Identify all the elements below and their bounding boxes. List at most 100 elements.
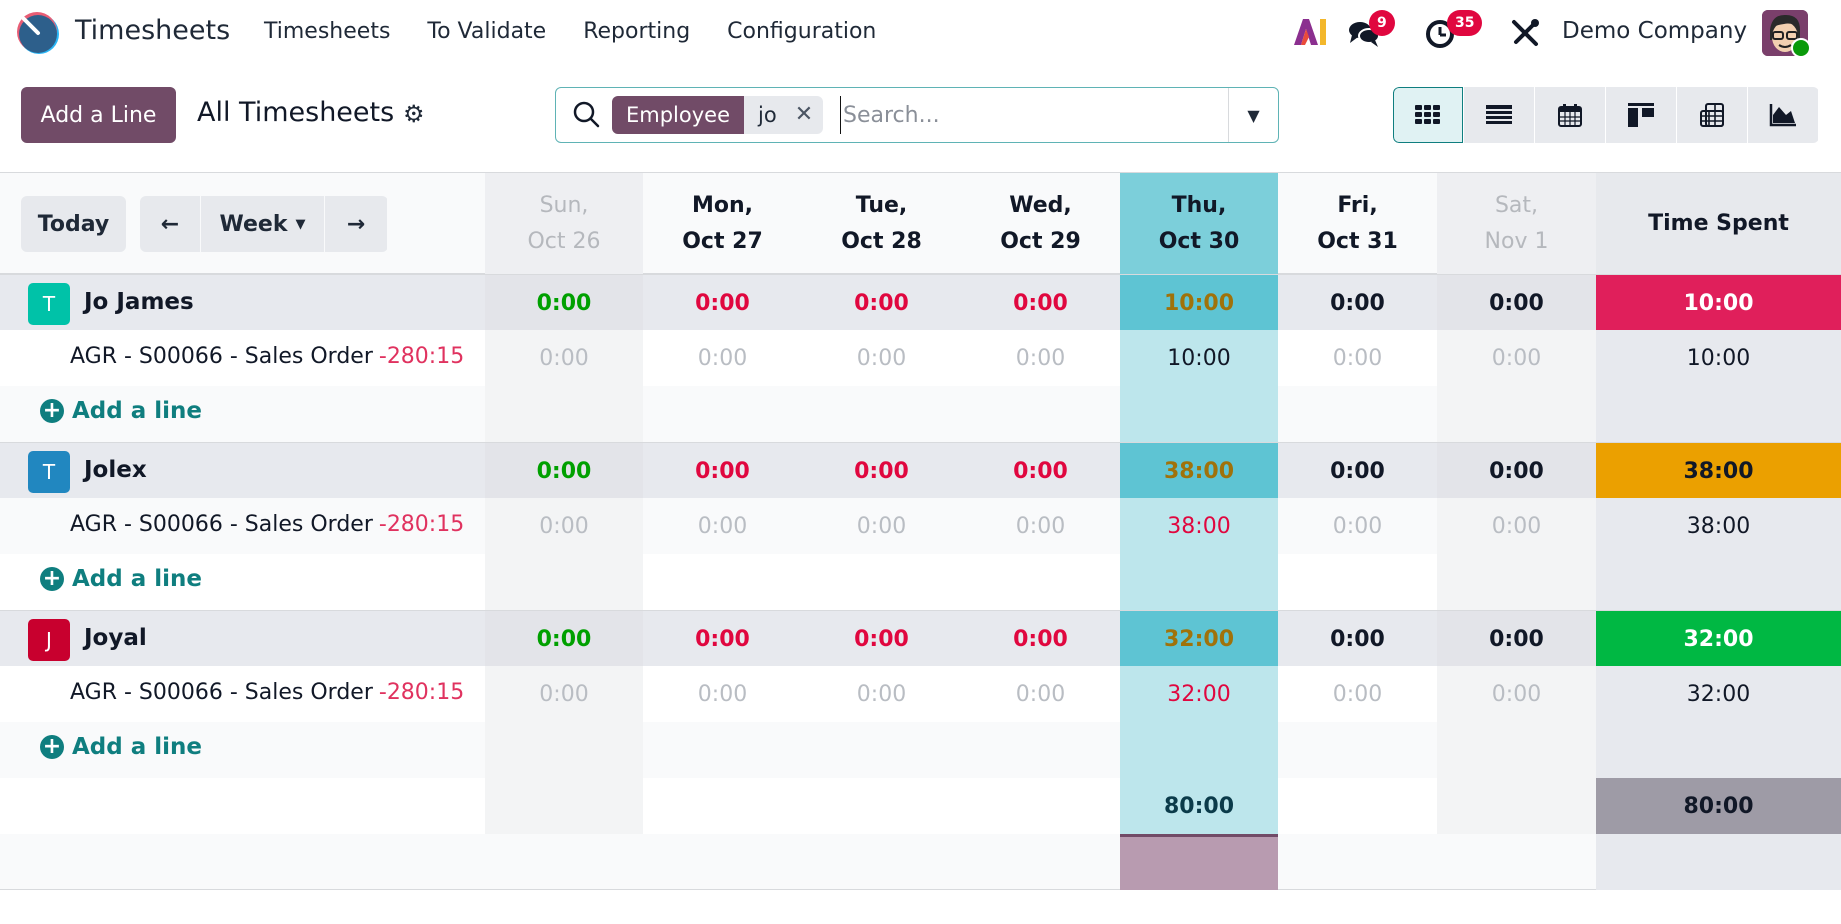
search-icon[interactable] — [572, 100, 602, 130]
employee-name[interactable]: Joyal — [84, 625, 147, 651]
menu-to-validate[interactable]: To Validate — [427, 19, 547, 44]
grid-header: Today ← Week ▼ → Sun, Oct 26 Mon, Oct 27 Tu… — [0, 172, 1841, 274]
day-label: Wed, — [1009, 192, 1072, 218]
group-total-thu: 32:00 — [1120, 611, 1278, 667]
app-name[interactable]: Timesheets — [75, 15, 231, 46]
column-header-sat: Sat, Nov 1 — [1437, 173, 1596, 274]
column-header-thu: Thu, Oct 30 — [1120, 173, 1278, 274]
remaining-hours: -280:15 — [378, 680, 465, 705]
search-input[interactable] — [840, 96, 1220, 134]
group-total-mon: 0:00 — [643, 611, 802, 667]
timesheet-line-row: AGR - S00066 - Sales Order -280:15 0:00 0:0… — [0, 498, 1841, 554]
time-cell-thu[interactable]: 38:00 — [1120, 498, 1278, 554]
search-options-toggle[interactable]: ▼ — [1228, 88, 1278, 142]
employee-name[interactable]: Jolex — [84, 457, 147, 483]
time-cell-sun[interactable]: 0:00 — [485, 330, 643, 386]
time-cell-fri[interactable]: 0:00 — [1332, 345, 1383, 371]
menu-timesheets[interactable]: Timesheets — [264, 19, 391, 44]
time-cell-mon[interactable]: 0:00 — [697, 513, 748, 539]
view-grid-button[interactable] — [1393, 87, 1463, 143]
gear-icon[interactable]: ⚙ — [403, 100, 425, 128]
employee-name[interactable]: Jo James — [84, 289, 194, 315]
task-label[interactable]: AGR - S00066 - Sales Order — [70, 344, 373, 369]
search-facet-employee: Employee jo ✕ — [612, 96, 824, 134]
add-a-line-link[interactable]: + Add a line — [40, 398, 202, 424]
add-line-row: + Add a line — [0, 386, 1841, 442]
time-cell-fri[interactable]: 0:00 — [1332, 681, 1383, 707]
date-label: Oct 31 — [1317, 228, 1398, 254]
today-button[interactable]: Today — [21, 196, 126, 252]
time-cell-sat[interactable]: 0:00 — [1437, 498, 1596, 554]
group-total-tue: 0:00 — [802, 611, 961, 667]
view-kanban-button[interactable] — [1606, 87, 1676, 143]
time-cell-thu[interactable]: 10:00 — [1120, 330, 1278, 386]
plus-circle-icon: + — [40, 735, 64, 759]
group-total-wed: 0:00 — [961, 443, 1120, 499]
time-cell-tue[interactable]: 0:00 — [856, 681, 907, 707]
date-label: Oct 26 — [527, 228, 601, 254]
group-total-sat: 0:00 — [1437, 275, 1596, 331]
add-a-line-link[interactable]: + Add a line — [40, 566, 202, 592]
date-label: Nov 1 — [1484, 228, 1549, 254]
add-a-line-label: Add a line — [72, 566, 203, 592]
time-cell-mon[interactable]: 0:00 — [697, 345, 748, 371]
tools-icon[interactable] — [1508, 16, 1542, 50]
empty-cell — [1120, 554, 1278, 610]
column-header-time-spent: Time Spent — [1596, 173, 1841, 274]
view-graph-button[interactable] — [1748, 87, 1818, 143]
group-total-sun: 0:00 — [485, 611, 643, 667]
top-navbar: Timesheets Timesheets To Validate Report… — [0, 0, 1841, 64]
previous-button[interactable]: ← — [140, 196, 200, 252]
grid-view-icon — [1415, 105, 1440, 124]
time-cell-thu[interactable]: 32:00 — [1120, 666, 1278, 722]
time-cell-mon[interactable]: 0:00 — [697, 681, 748, 707]
menu-reporting[interactable]: Reporting — [583, 19, 691, 44]
time-cell-sat[interactable]: 0:00 — [1437, 330, 1596, 386]
empty-cell — [1120, 386, 1278, 442]
date-label: Oct 29 — [1000, 228, 1081, 254]
grand-total: 80:00 — [1596, 778, 1841, 834]
time-cell-sun[interactable]: 0:00 — [485, 498, 643, 554]
menu-configuration[interactable]: Configuration — [727, 19, 877, 44]
task-label[interactable]: AGR - S00066 - Sales Order — [70, 680, 373, 705]
empty-cell — [485, 722, 643, 778]
add-line-row: + Add a line — [0, 554, 1841, 610]
time-cell-wed[interactable]: 0:00 — [1015, 345, 1066, 371]
remaining-hours: -280:15 — [378, 512, 465, 537]
timesheets-logo-icon[interactable] — [16, 11, 60, 55]
time-cell-sun[interactable]: 0:00 — [485, 666, 643, 722]
pivot-view-icon — [1700, 103, 1724, 127]
task-label[interactable]: AGR - S00066 - Sales Order — [70, 512, 373, 537]
empty-cell — [1437, 778, 1596, 834]
next-button[interactable]: → — [325, 196, 387, 252]
add-line-row: + Add a line — [0, 722, 1841, 778]
group-total-wed: 0:00 — [961, 611, 1120, 667]
employee-avatar: T — [28, 451, 70, 493]
employee-group-row: J Joyal 0:00 0:00 0:00 0:00 32:00 0:00 0:00 32:00 — [0, 610, 1841, 667]
range-dropdown[interactable]: Week ▼ — [201, 196, 324, 252]
time-cell-tue[interactable]: 0:00 — [856, 513, 907, 539]
company-switcher[interactable]: Demo Company — [1562, 18, 1748, 44]
time-cell-fri[interactable]: 0:00 — [1332, 513, 1383, 539]
date-label: Oct 27 — [682, 228, 763, 254]
daily-overtime-bar-row — [0, 834, 1841, 890]
time-cell-wed[interactable]: 0:00 — [1015, 681, 1066, 707]
line-total-time-spent: 32:00 — [1596, 666, 1841, 722]
group-total-wed: 0:00 — [961, 275, 1120, 331]
add-a-line-label: Add a line — [72, 734, 203, 760]
time-cell-wed[interactable]: 0:00 — [1015, 513, 1066, 539]
view-switcher — [1393, 87, 1819, 143]
ai-icon[interactable] — [1292, 17, 1328, 47]
view-list-button[interactable] — [1464, 87, 1534, 143]
empty-cell — [1120, 722, 1278, 778]
view-calendar-button[interactable] — [1535, 87, 1605, 143]
time-cell-tue[interactable]: 0:00 — [856, 345, 907, 371]
activities-badge: 35 — [1447, 10, 1483, 36]
view-pivot-button[interactable] — [1677, 87, 1747, 143]
remove-facet-icon[interactable]: ✕ — [794, 102, 814, 127]
activities-clock-icon[interactable] — [1424, 16, 1458, 50]
add-a-line-button[interactable]: Add a Line — [21, 87, 176, 143]
add-a-line-link[interactable]: + Add a line — [40, 734, 202, 760]
line-total-time-spent: 38:00 — [1596, 498, 1841, 554]
time-cell-sat[interactable]: 0:00 — [1437, 666, 1596, 722]
